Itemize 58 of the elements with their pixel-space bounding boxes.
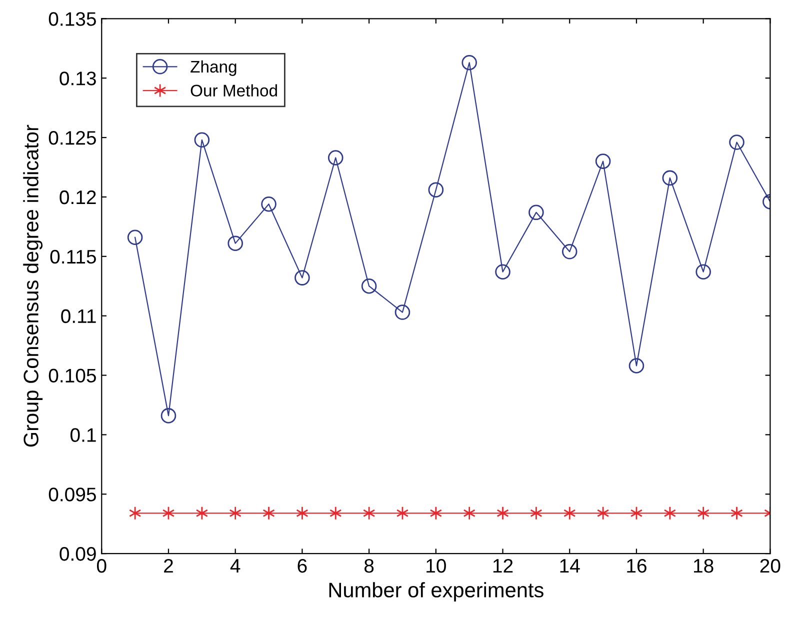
point [462,55,477,70]
y-tick-label: 0.09 [60,547,96,561]
point [528,204,544,220]
x-tick-label: 12 [493,558,513,573]
point [730,506,743,520]
point [463,506,476,520]
point [495,264,510,280]
y-tick-label: 0.115 [50,250,96,264]
x-tick-label: 8 [364,558,374,573]
x-tick-label: 0 [96,558,106,573]
x-tick-label: 2 [164,558,173,573]
legend-label: Our Method [190,84,277,97]
point [196,506,208,520]
point [562,244,578,260]
point [664,506,676,520]
point [261,196,276,212]
y-axis-title: Group Consensus degree indicator [23,124,43,447]
point [628,358,644,374]
y-tick-label: 0.125 [48,131,96,145]
y-tick-label: 0.1 [70,428,96,442]
point [496,506,509,520]
point [328,150,344,166]
point [229,506,242,520]
point [294,270,310,286]
y-tick-label: 0.095 [48,488,96,502]
point [564,506,576,520]
point [729,134,744,150]
point [160,408,176,424]
x-tick-label: 14 [560,559,580,573]
x-tick-label: 16 [627,558,646,573]
x-tick-label: 4 [230,559,240,573]
point [361,278,377,294]
point [127,230,143,246]
y-tick-label: 0.135 [48,12,96,26]
y-tick-label: 0.12 [60,190,96,204]
point [595,154,611,169]
point [696,264,711,280]
point [228,236,243,251]
y-tick-label: 0.13 [60,72,96,86]
point [262,506,275,520]
point [662,170,678,186]
x-tick-label: 18 [694,558,714,573]
point [530,506,542,520]
y-tick-label: 0.11 [61,309,96,324]
x-tick-label: 10 [426,558,446,573]
y-tick-label: 0.105 [48,368,96,383]
point [430,506,442,520]
point [428,182,444,198]
x-tick-label: 20 [760,558,780,573]
x-tick-label: 6 [298,558,307,573]
point [330,506,342,520]
point [128,506,142,520]
x-axis-title: Number of experiments [329,582,544,602]
legend-label: Zhang [190,60,236,76]
point [194,132,210,148]
point [697,506,710,520]
point [394,304,410,320]
point [296,506,308,520]
